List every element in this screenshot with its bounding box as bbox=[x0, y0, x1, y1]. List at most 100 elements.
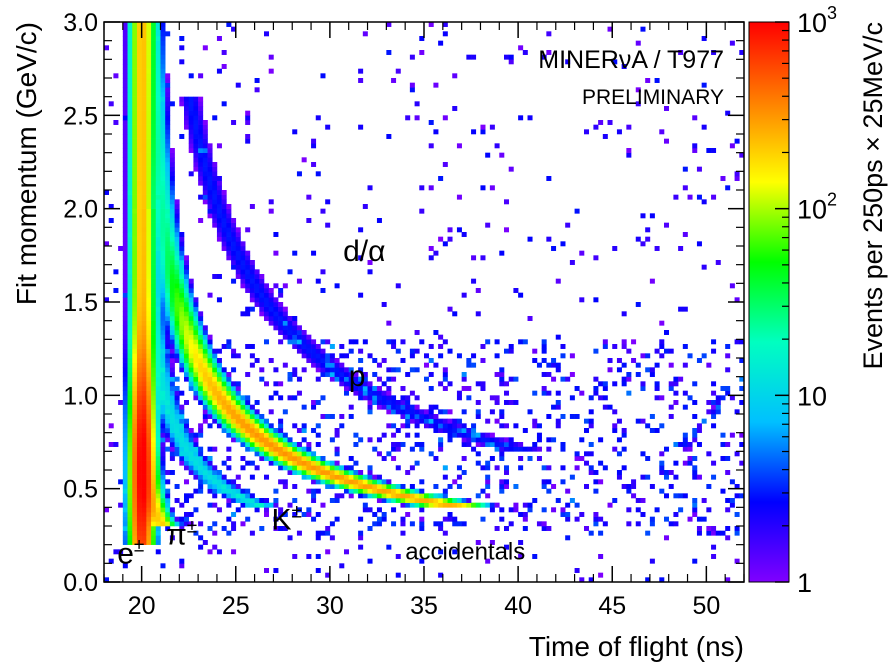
heatmap-cell bbox=[155, 367, 161, 373]
heatmap-cell bbox=[504, 348, 510, 354]
heatmap-cell bbox=[532, 442, 538, 447]
heatmap-cell bbox=[188, 124, 194, 130]
heatmap-cell bbox=[381, 516, 387, 522]
heatmap-cell bbox=[193, 432, 199, 438]
heatmap-cell bbox=[301, 428, 307, 433]
heatmap-cell bbox=[386, 22, 392, 27]
heatmap-cell bbox=[136, 386, 142, 391]
heatmap-cell bbox=[212, 418, 218, 424]
heatmap-cell bbox=[104, 297, 110, 303]
heatmap-cell bbox=[127, 512, 133, 517]
heatmap-cell bbox=[141, 451, 147, 457]
heatmap-cell bbox=[146, 442, 152, 447]
heatmap-cell bbox=[136, 250, 142, 256]
heatmap-cell bbox=[127, 535, 133, 541]
heatmap-cell bbox=[184, 120, 190, 125]
heatmap-cell bbox=[720, 386, 726, 391]
heatmap-cell bbox=[132, 185, 138, 191]
heatmap-cell bbox=[673, 521, 679, 527]
heatmap-cell bbox=[461, 423, 467, 429]
heatmap-cell bbox=[122, 236, 128, 242]
heatmap-cell bbox=[287, 437, 293, 443]
heatmap-cell bbox=[127, 339, 133, 345]
heatmap-cell bbox=[122, 423, 128, 429]
heatmap-cell bbox=[160, 521, 166, 527]
heatmap-cell bbox=[122, 218, 128, 223]
heatmap-cell bbox=[174, 334, 180, 340]
heatmap-cell bbox=[339, 372, 345, 377]
heatmap-cell bbox=[122, 507, 128, 513]
heatmap-cell bbox=[231, 484, 237, 489]
heatmap-cell bbox=[165, 148, 171, 153]
heatmap-cell bbox=[475, 460, 481, 466]
heatmap-cell bbox=[231, 432, 237, 438]
heatmap-cell bbox=[311, 162, 317, 167]
heatmap-cell bbox=[706, 507, 712, 513]
heatmap-cell bbox=[193, 120, 199, 125]
heatmap-cell bbox=[184, 432, 190, 438]
heatmap-cell bbox=[160, 418, 166, 424]
heatmap-cell bbox=[254, 437, 260, 443]
heatmap-cell bbox=[344, 474, 350, 480]
heatmap-cell bbox=[155, 110, 161, 116]
heatmap-cell bbox=[508, 507, 514, 513]
heatmap-cell bbox=[132, 87, 138, 93]
heatmap-cell bbox=[193, 106, 199, 111]
heatmap-cell bbox=[165, 190, 171, 195]
heatmap-cell bbox=[132, 213, 138, 219]
heatmap-cell bbox=[344, 372, 350, 377]
heatmap-cell bbox=[202, 348, 208, 354]
heatmap-cell bbox=[202, 418, 208, 424]
heatmap-cell bbox=[132, 54, 138, 60]
heatmap-cell bbox=[438, 493, 444, 499]
heatmap-cell bbox=[240, 241, 246, 247]
heatmap-cell bbox=[202, 409, 208, 415]
heatmap-cell bbox=[127, 306, 133, 312]
heatmap-cell bbox=[221, 246, 227, 251]
heatmap-cell bbox=[141, 400, 147, 405]
heatmap-cell bbox=[226, 516, 232, 522]
heatmap-cell bbox=[282, 465, 288, 471]
heatmap-cell bbox=[136, 36, 142, 41]
heatmap-cell bbox=[494, 502, 500, 508]
heatmap-cell bbox=[216, 404, 222, 410]
heatmap-cell bbox=[278, 456, 284, 461]
heatmap-cell bbox=[532, 554, 538, 559]
heatmap-cell bbox=[226, 418, 232, 424]
heatmap-cell bbox=[475, 540, 481, 545]
heatmap-cell bbox=[127, 143, 133, 149]
heatmap-cell bbox=[442, 372, 448, 377]
heatmap-cell bbox=[122, 498, 128, 503]
heatmap-cell bbox=[108, 442, 114, 447]
heatmap-cell bbox=[198, 325, 204, 331]
heatmap-cell bbox=[122, 283, 128, 289]
heatmap-cell bbox=[198, 479, 204, 485]
heatmap-cell bbox=[151, 26, 157, 32]
heatmap-cell bbox=[532, 446, 538, 452]
heatmap-cell bbox=[136, 180, 142, 186]
heatmap-cell bbox=[198, 372, 204, 377]
heatmap-cell bbox=[141, 442, 147, 447]
heatmap-cell bbox=[264, 381, 270, 387]
heatmap-cell bbox=[320, 73, 326, 79]
heatmap-cell bbox=[132, 190, 138, 195]
heatmap-cell bbox=[179, 348, 185, 354]
heatmap-cell bbox=[151, 190, 157, 195]
heatmap-cell bbox=[132, 269, 138, 275]
heatmap-cell bbox=[127, 129, 133, 135]
heatmap-cell bbox=[635, 372, 641, 377]
heatmap-cell bbox=[165, 316, 171, 321]
heatmap-cell bbox=[645, 227, 651, 233]
heatmap-cell bbox=[475, 442, 481, 447]
heatmap-cell bbox=[245, 493, 251, 499]
heatmap-cell bbox=[155, 344, 161, 349]
heatmap-cell bbox=[240, 269, 246, 275]
heatmap-cell bbox=[315, 376, 321, 382]
heatmap-cell bbox=[720, 442, 726, 447]
heatmap-cell bbox=[198, 544, 204, 550]
heatmap-cell bbox=[155, 302, 161, 307]
heatmap-cell bbox=[687, 456, 693, 461]
heatmap-cell bbox=[739, 339, 744, 345]
heatmap-cell bbox=[179, 269, 185, 275]
heatmap-cell bbox=[146, 78, 152, 83]
